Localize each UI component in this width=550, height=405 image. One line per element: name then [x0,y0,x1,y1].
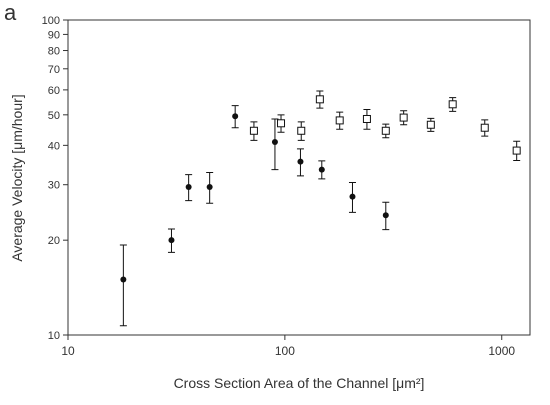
y-axis-label: Average Velocity [μm/hour] [9,94,25,261]
point [120,276,127,283]
point [382,212,389,219]
point [185,184,192,191]
point [448,100,457,109]
y-tick-label: 60 [48,85,60,97]
point [315,95,324,104]
y-tick-label: 40 [48,140,60,152]
point [381,126,390,135]
point [318,166,325,173]
point [249,126,258,135]
y-tick-label: 30 [48,180,60,192]
point [297,126,306,135]
point [271,138,278,145]
point [277,119,286,128]
y-tick-label: 20 [48,235,60,247]
point [168,237,175,244]
point [362,114,371,123]
point [426,120,435,129]
y-tick-label: 80 [48,46,60,58]
y-tick-label: 50 [48,110,60,122]
x-tick-label: 10 [61,344,75,358]
plot-frame [67,19,531,336]
x-tick-label: 1000 [488,344,515,358]
y-tick-label: 10 [48,330,60,342]
point [232,113,239,120]
y-tick-label: 90 [48,29,60,41]
point [480,123,489,132]
point [335,116,344,125]
y-tick-label: 100 [42,15,60,27]
point [297,158,304,165]
point [206,184,213,191]
point [349,193,356,200]
error-bar [119,244,127,327]
y-tick-label: 70 [48,64,60,76]
point [399,113,408,122]
panel-label: a [4,0,17,25]
x-tick-label: 100 [275,344,295,358]
x-axis-label: Cross Section Area of the Channel [μm²] [174,375,425,391]
point [512,146,521,155]
